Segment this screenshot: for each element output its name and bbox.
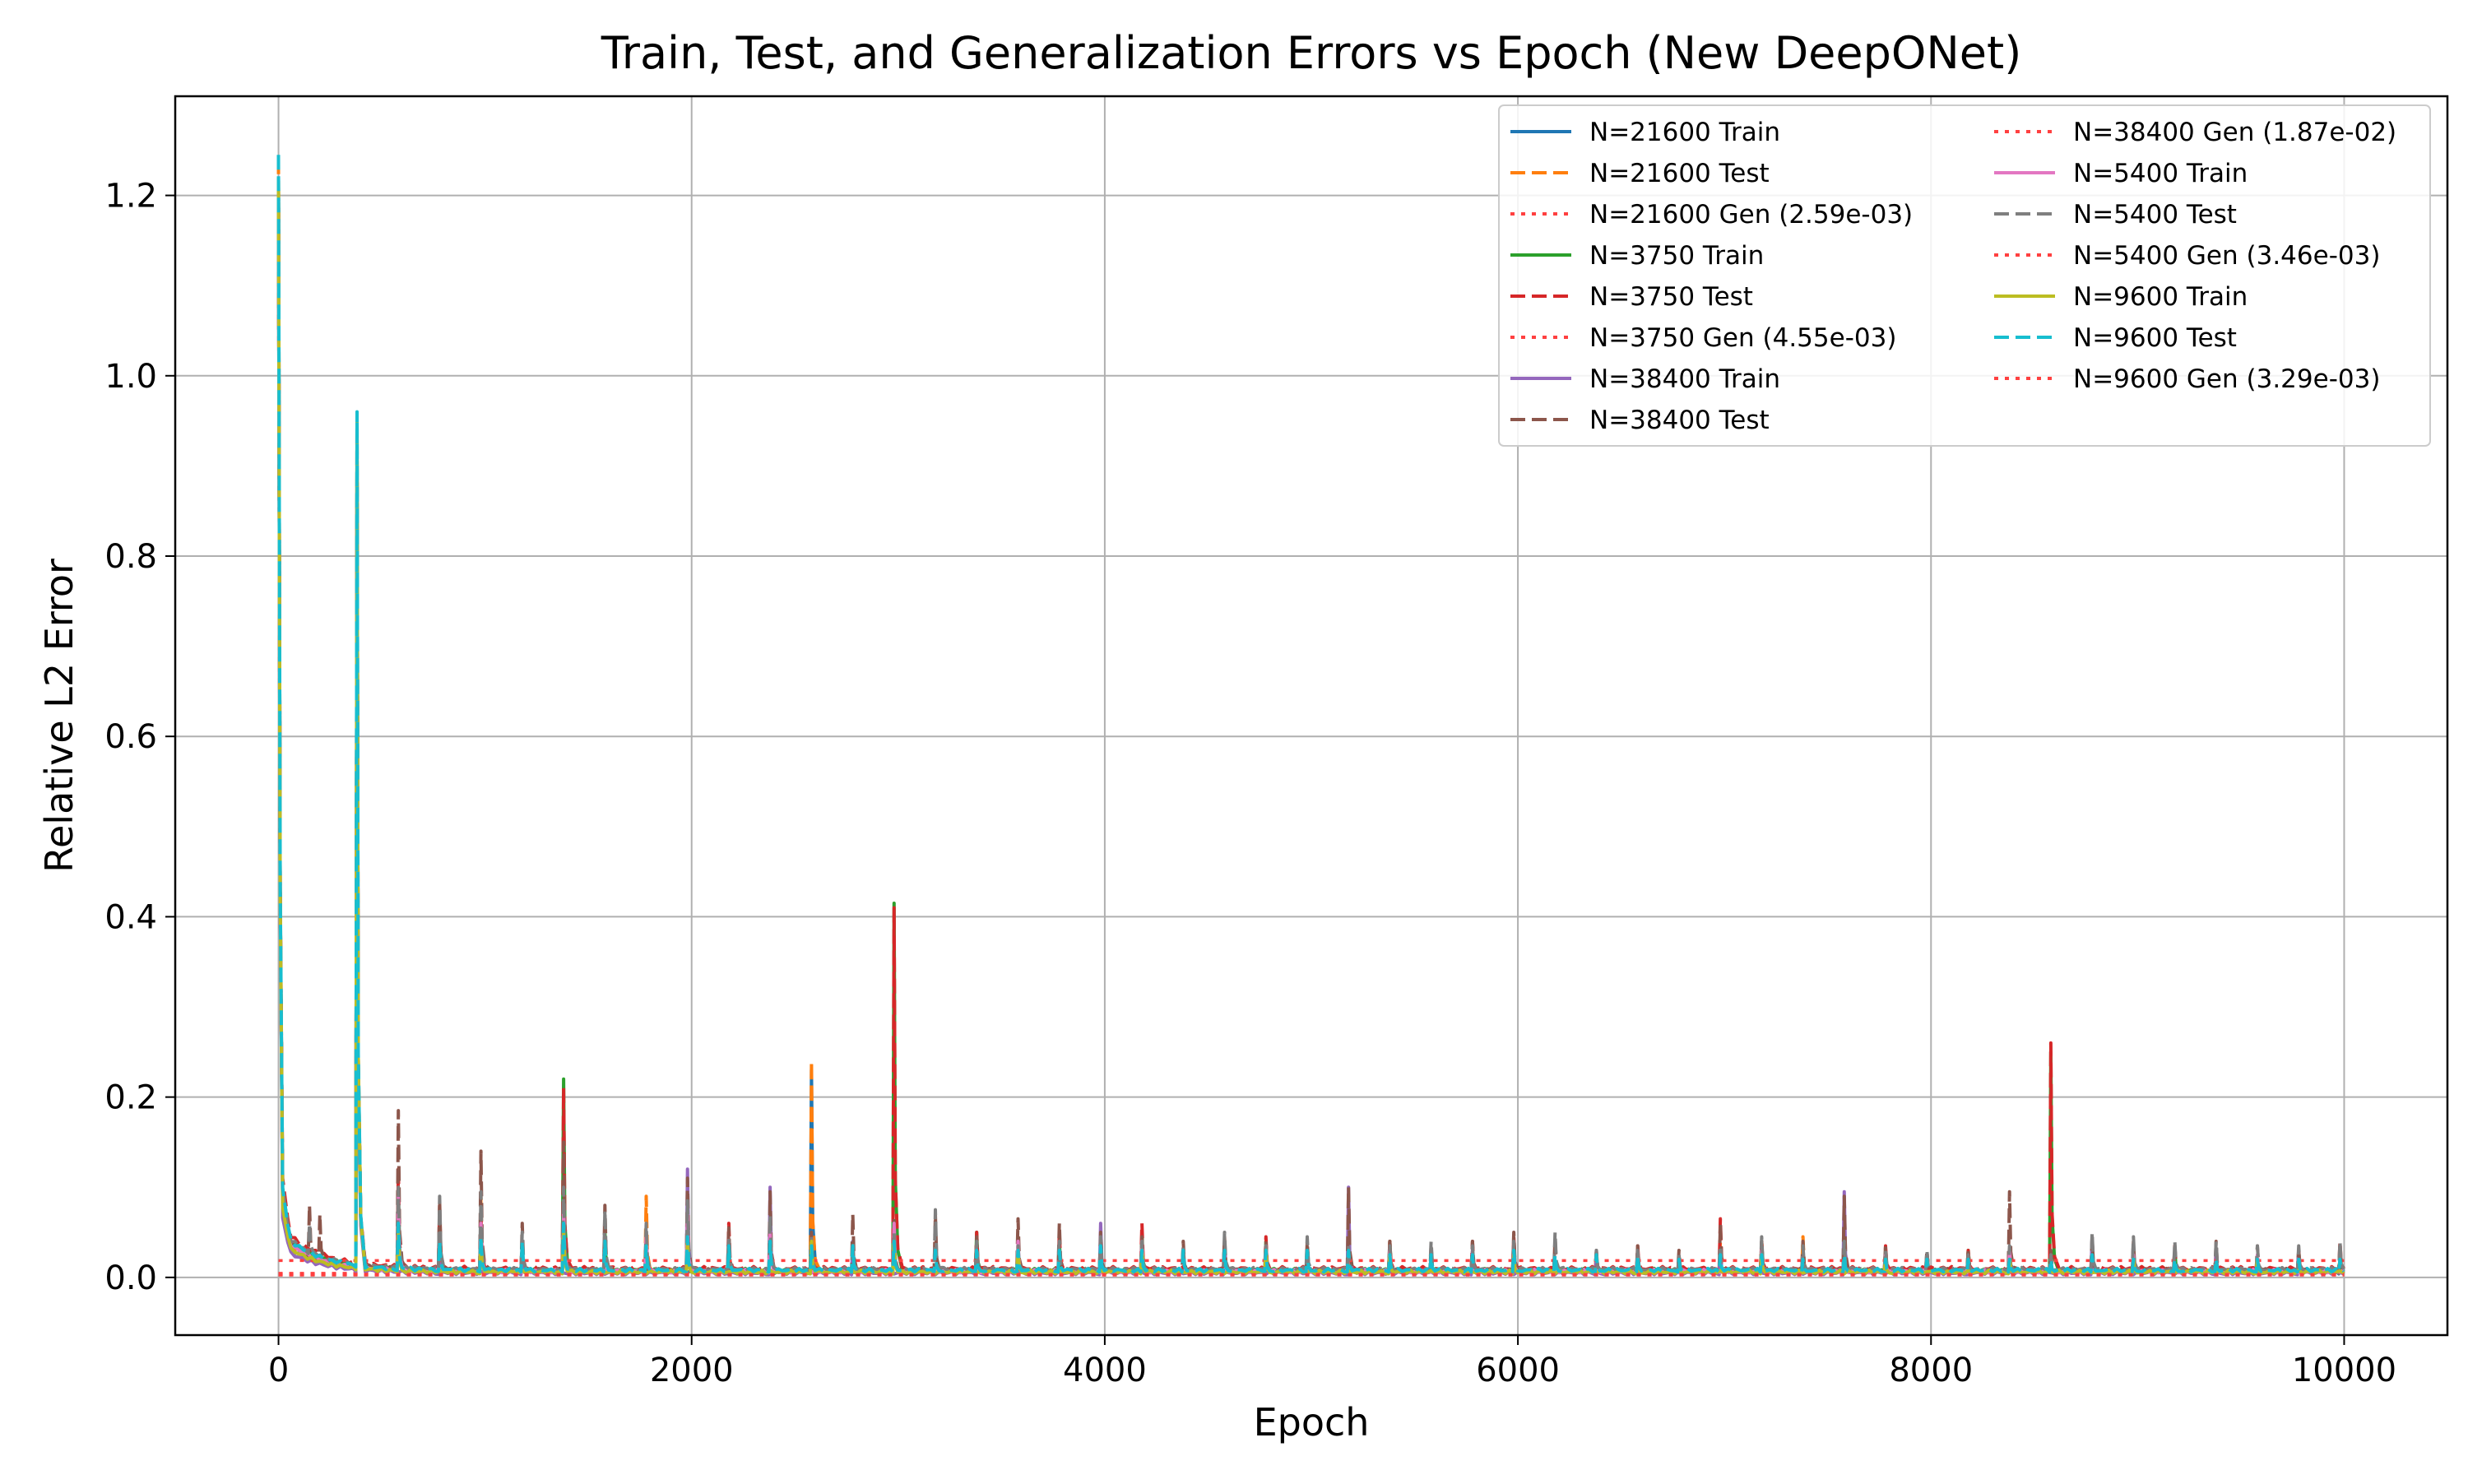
legend-item: N=3750 Train <box>1510 241 1764 271</box>
legend-label: N=3750 Test <box>1589 282 1753 312</box>
legend-label: N=21600 Train <box>1589 118 1780 147</box>
legend-item: N=38400 Train <box>1510 364 1780 394</box>
legend-item: N=5400 Train <box>1994 159 2248 188</box>
x-tick-label: 2000 <box>650 1352 734 1389</box>
x-axis-ticks: 0 2000 4000 6000 8000 10000 <box>268 1335 2396 1389</box>
y-tick-label: 0.6 <box>104 718 157 756</box>
legend-item: N=3750 Gen (4.55e-03) <box>1510 323 1896 353</box>
x-axis-label: Epoch <box>1254 1400 1370 1445</box>
x-tick-label: 0 <box>268 1352 289 1389</box>
series-layer <box>276 155 2345 1277</box>
y-tick-label: 0.0 <box>104 1259 157 1297</box>
legend-label: N=3750 Gen (4.55e-03) <box>1589 323 1896 353</box>
grid-layer <box>175 96 2447 1335</box>
chart-title: Train, Test, and Generalization Errors v… <box>601 27 2022 79</box>
legend-label: N=38400 Gen (1.87e-02) <box>2073 118 2396 147</box>
legend-label: N=38400 Train <box>1589 364 1780 394</box>
y-axis-label: Relative L2 Error <box>37 559 81 873</box>
legend-label: N=21600 Test <box>1589 159 1770 188</box>
series-line <box>276 155 2345 1274</box>
legend-item: N=38400 Gen (1.87e-02) <box>1994 118 2396 147</box>
x-tick-label: 8000 <box>1889 1352 1973 1389</box>
legend: N=21600 Train N=21600 Test N=21600 Gen (2.… <box>1498 104 2431 447</box>
series-11 <box>276 186 2345 1273</box>
y-tick-label: 1.0 <box>104 358 157 396</box>
y-tick-label: 0.4 <box>104 898 157 936</box>
legend-label: N=21600 Gen (2.59e-03) <box>1589 200 1913 230</box>
series-14 <box>276 155 2345 1274</box>
legend-label: N=38400 Test <box>1589 406 1770 435</box>
series-line <box>276 186 2345 1273</box>
legend-item: N=9600 Test <box>1994 323 2237 353</box>
legend-item: N=21600 Train <box>1510 118 1780 147</box>
y-tick-label: 0.2 <box>104 1079 157 1117</box>
plot-area <box>276 155 2345 1277</box>
legend-label: N=5400 Train <box>2073 159 2248 188</box>
legend-item: N=38400 Test <box>1510 406 1770 435</box>
x-tick-label: 10000 <box>2292 1352 2396 1389</box>
legend-label: N=3750 Train <box>1589 241 1764 271</box>
legend-item: N=5400 Test <box>1994 200 2237 230</box>
legend-item: N=21600 Test <box>1510 159 1770 188</box>
plot-frame <box>174 95 2449 1337</box>
legend-label: N=5400 Gen (3.46e-03) <box>2073 241 2380 271</box>
legend-label: N=9600 Test <box>2073 323 2237 353</box>
legend-item: N=21600 Gen (2.59e-03) <box>1510 200 1913 230</box>
legend-label: N=9600 Train <box>2073 282 2248 312</box>
x-tick-label: 6000 <box>1476 1352 1560 1389</box>
legend-item: N=5400 Gen (3.46e-03) <box>1994 241 2380 271</box>
y-axis-ticks: 0.0 0.2 0.4 0.6 0.8 1.0 1.2 <box>104 178 175 1297</box>
y-tick-label: 1.2 <box>104 178 157 216</box>
legend-item: N=9600 Train <box>1994 282 2248 312</box>
legend-box <box>1498 104 2431 447</box>
legend-label: N=9600 Gen (3.29e-03) <box>2073 364 2380 394</box>
legend-label: N=5400 Test <box>2073 200 2237 230</box>
x-tick-label: 4000 <box>1063 1352 1147 1389</box>
legend-item: N=9600 Gen (3.29e-03) <box>1994 364 2380 394</box>
legend-item: N=3750 Test <box>1510 282 1753 312</box>
y-tick-label: 0.8 <box>104 538 157 576</box>
